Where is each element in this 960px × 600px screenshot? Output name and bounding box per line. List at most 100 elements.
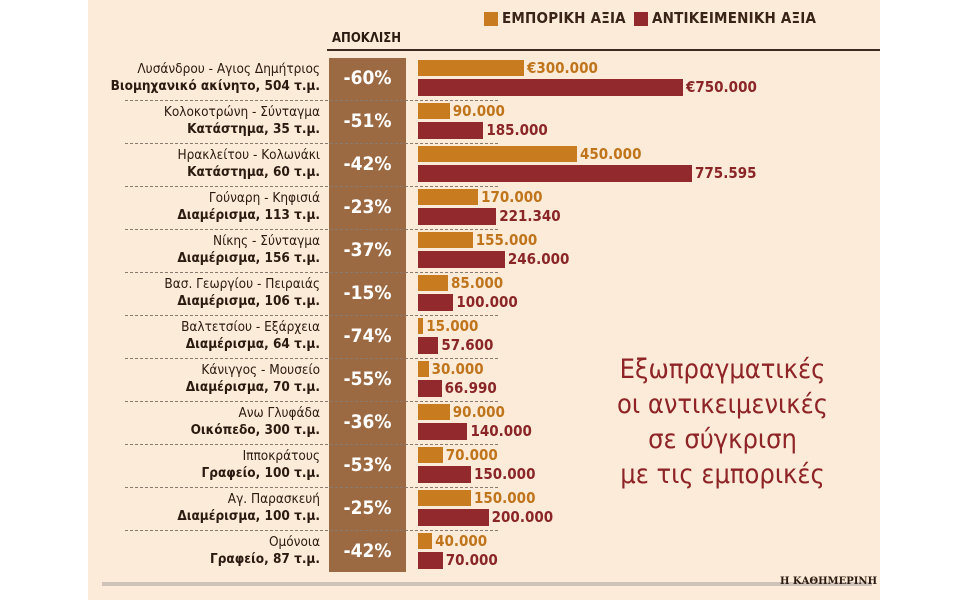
- title-line: Εξωπραγματικές: [619, 354, 826, 385]
- data-label: 70.000: [445, 446, 498, 464]
- category-location: Ιπποκράτους: [242, 448, 320, 464]
- bar-objective-value: [418, 294, 454, 311]
- data-label: 40.000: [435, 532, 488, 550]
- data-label: 246.000: [507, 250, 570, 268]
- data-label: 15.000: [426, 317, 479, 335]
- data-label: €300.000: [527, 59, 598, 77]
- title-line: με τις εμπορικές: [620, 459, 825, 490]
- category-type: Γραφείο, 100 τ.μ.: [201, 465, 320, 481]
- bar-objective-value: [418, 79, 683, 96]
- category-location: Νίκης - Σύνταγμα: [213, 233, 320, 249]
- deviation-value: -74%: [343, 325, 392, 347]
- category-type: Διαμέρισμα, 113 τ.μ.: [177, 207, 320, 223]
- category-label: Κολοκοτρώνη - Σύνταγμα Κατάστημα, 35 τ.μ.: [164, 104, 320, 138]
- deviation-value: -15%: [343, 282, 392, 304]
- deviation-value: -23%: [343, 196, 392, 218]
- bar-objective-value: [418, 466, 471, 483]
- title-line: σε σύγκριση: [648, 424, 797, 455]
- bar-commercial-value: [418, 318, 424, 334]
- bar-objective-value: [418, 380, 442, 397]
- deviation-value: -60%: [343, 67, 392, 89]
- category-label: Αγ. Παρασκευή Διαμέρισμα, 100 τ.μ.: [177, 491, 320, 525]
- data-label: 170.000: [481, 188, 543, 206]
- deviation-value: -42%: [343, 153, 392, 175]
- footer-rule: [102, 582, 872, 586]
- category-location: Ανω Γλυφάδα: [238, 405, 320, 421]
- data-label: 140.000: [470, 422, 532, 440]
- row-separator: [125, 186, 498, 187]
- deviation-value: -55%: [343, 368, 392, 390]
- category-location: Ηρακλείτου - Κολωνάκι: [177, 147, 320, 163]
- category-location: Βασ. Γεωργίου - Πειραιάς: [164, 276, 320, 292]
- deviation-value: -37%: [343, 239, 392, 261]
- data-label: 155.000: [475, 231, 538, 249]
- row-separator: [125, 272, 498, 273]
- bar-objective-value: [418, 122, 484, 139]
- category-label: Ηρακλείτου - Κολωνάκι Κατάστημα, 60 τ.μ.: [177, 147, 320, 181]
- category-type: Βιομηχανικό ακίνητο, 504 τ.μ.: [110, 78, 320, 94]
- legend-label-commercial: ΕΜΠΟΡΙΚΗ ΑΞΙΑ: [502, 9, 626, 27]
- bar-commercial-value: [418, 60, 524, 76]
- row-separator: [125, 229, 498, 230]
- data-label: 221.340: [499, 207, 561, 225]
- bar-commercial-value: [418, 490, 471, 506]
- category-label: Ομόνοια Γραφείο, 87 τ.μ.: [210, 534, 320, 568]
- data-label: €750.000: [686, 78, 757, 96]
- deviation-value: -51%: [343, 110, 392, 132]
- data-label: 450.000: [580, 145, 642, 163]
- header-rule: [327, 49, 880, 51]
- data-label: 70.000: [445, 551, 498, 569]
- row-separator: [125, 100, 498, 101]
- bar-objective-value: [418, 509, 489, 526]
- bar-objective-value: [418, 423, 468, 440]
- bar-objective-value: [418, 251, 505, 268]
- deviation-value: -36%: [343, 411, 392, 433]
- bar-commercial-value: [418, 189, 479, 205]
- data-label: 66.990: [444, 379, 497, 397]
- category-location: Αγ. Παρασκευή: [227, 491, 320, 507]
- data-label: 775.595: [695, 164, 757, 182]
- bar-commercial-value: [418, 361, 429, 377]
- category-location: Κάνιγγος - Μουσείο: [201, 362, 320, 378]
- category-location: Γούναρη - Κηφισιά: [208, 190, 320, 206]
- category-type: Οικόπεδο, 300 τ.μ.: [190, 422, 320, 438]
- category-type: Διαμέρισμα, 100 τ.μ.: [177, 508, 320, 524]
- bar-objective-value: [418, 208, 497, 225]
- bar-commercial-value: [418, 232, 473, 248]
- deviation-header: ΑΠΟΚΛΙΣΗ: [332, 31, 402, 46]
- row-separator: [125, 444, 498, 445]
- deviation-value: -42%: [343, 540, 392, 562]
- deviation-value: -53%: [343, 454, 392, 476]
- bar-commercial-value: [418, 146, 577, 162]
- title-line: οι αντικειμενικές: [617, 389, 828, 420]
- category-type: Διαμέρισμα, 70 τ.μ.: [185, 379, 320, 395]
- data-label: 200.000: [491, 508, 554, 526]
- category-type: Κατάστημα, 35 τ.μ.: [187, 121, 320, 137]
- bar-commercial-value: [418, 404, 450, 420]
- legend-swatch-objective: [634, 12, 648, 26]
- category-location: Κολοκοτρώνη - Σύνταγμα: [163, 104, 320, 120]
- data-label: 185.000: [486, 121, 548, 139]
- bar-commercial-value: [418, 103, 450, 119]
- category-label: Κάνιγγος - Μουσείο Διαμέρισμα, 70 τ.μ.: [186, 362, 320, 396]
- category-location: Ομόνοια: [268, 534, 320, 550]
- deviation-value: -25%: [343, 497, 392, 519]
- category-label: Ιπποκράτους Γραφείο, 100 τ.μ.: [202, 448, 320, 482]
- category-label: Νίκης - Σύνταγμα Διαμέρισμα, 156 τ.μ.: [177, 233, 320, 267]
- category-label: Ανω Γλυφάδα Οικόπεδο, 300 τ.μ.: [191, 405, 320, 439]
- bar-objective-value: [418, 337, 439, 354]
- bar-commercial-value: [418, 275, 449, 291]
- category-label: Βασ. Γεωργίου - Πειραιάς Διαμέρισμα, 106 …: [164, 276, 320, 310]
- category-label: Λυσάνδρου - Αγιος Δημήτριος Βιομηχανικό α…: [111, 61, 320, 95]
- row-separator: [125, 315, 498, 316]
- data-label: 150.000: [474, 465, 536, 483]
- category-label: Βαλτετσίου - Εξάρχεια Διαμέρισμα, 64 τ.μ.: [181, 319, 320, 353]
- bar-commercial-value: [418, 533, 433, 549]
- bar-objective-value: [418, 552, 443, 569]
- category-type: Διαμέρισμα, 64 τ.μ.: [185, 336, 320, 352]
- data-label: 90.000: [452, 102, 505, 120]
- row-separator: [125, 487, 498, 488]
- category-type: Διαμέρισμα, 156 τ.μ.: [177, 250, 320, 266]
- category-type: Διαμέρισμα, 106 τ.μ.: [177, 293, 320, 309]
- data-label: 100.000: [456, 293, 518, 311]
